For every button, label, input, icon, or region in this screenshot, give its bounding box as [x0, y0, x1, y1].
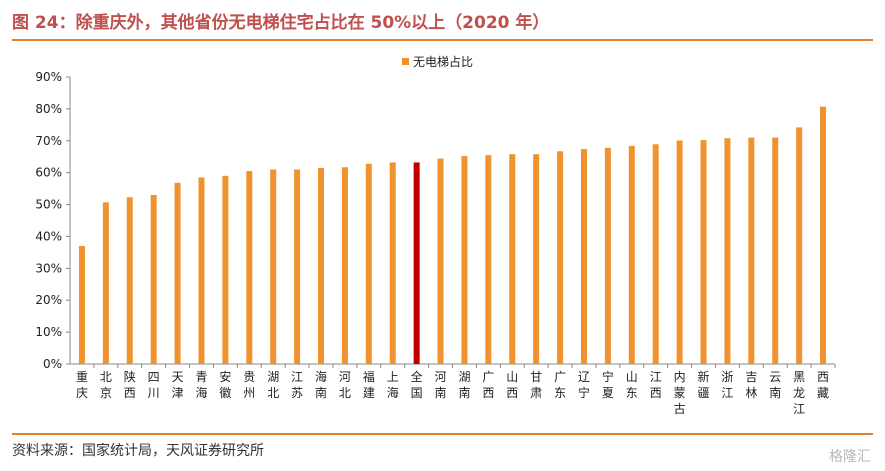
y-axis: 0% 10% 20% 30% 40% 50% 60% 70% 80% 90% [35, 70, 835, 371]
bar [413, 162, 420, 364]
bar [294, 169, 301, 364]
bar [580, 149, 587, 364]
x-tick-label: 河北 [339, 370, 351, 400]
bar [150, 194, 157, 364]
bar [724, 138, 731, 364]
bar [198, 177, 205, 364]
bar-chart: 0% 10% 20% 30% 40% 50% 60% 70% 80% 90% 重庆北京陕西四川天津… [35, 54, 836, 416]
bar [102, 202, 109, 364]
x-tick-label: 宁夏 [602, 369, 614, 400]
bar [485, 155, 492, 364]
x-tick-label: 青海 [195, 370, 207, 400]
bar [461, 156, 468, 364]
bar [604, 147, 611, 364]
bar [676, 140, 683, 364]
y-tick-label: 40% [35, 229, 62, 243]
x-tick-label: 海南 [315, 369, 327, 400]
y-tick-label: 30% [35, 261, 62, 275]
x-tick-label: 天津 [172, 370, 184, 400]
x-tick-label: 河南 [435, 370, 447, 400]
y-tick-label: 70% [35, 134, 62, 148]
bar [557, 151, 564, 364]
x-tick-label: 广东 [554, 370, 566, 400]
y-tick-label: 80% [35, 102, 62, 116]
x-tick-label: 西藏 [817, 370, 829, 400]
bar [796, 127, 803, 364]
y-tick-label: 50% [35, 198, 62, 212]
x-tick-label: 四川 [148, 370, 160, 400]
x-tick-label: 陕西 [124, 369, 136, 400]
watermark: 格隆汇 [829, 449, 871, 465]
x-tick-label: 辽宁 [578, 370, 590, 400]
bar [365, 163, 372, 364]
y-tick-label: 90% [35, 70, 62, 84]
y-tick-label: 0% [43, 357, 62, 371]
y-tick-label: 20% [35, 293, 62, 307]
x-tick-label: 福建 [363, 369, 375, 400]
x-tick-label: 广西 [482, 370, 494, 400]
bar [772, 137, 779, 364]
bar [509, 154, 516, 364]
x-tick-label: 吉林 [745, 370, 757, 400]
bar [246, 171, 253, 364]
x-tick-label: 内蒙古 [674, 370, 686, 416]
x-tick-label: 湖北 [267, 369, 279, 400]
bar [341, 167, 348, 364]
legend: 无电梯占比 [402, 54, 473, 69]
bar [174, 182, 181, 364]
bar [652, 144, 659, 364]
x-tick-label: 江西 [650, 370, 662, 400]
x-tick-label: 湖南 [458, 369, 470, 400]
x-tick-label: 新疆 [698, 369, 710, 400]
bar [437, 158, 444, 364]
x-tick-label: 江苏 [291, 370, 303, 400]
y-tick-label: 60% [35, 166, 62, 180]
bar [389, 162, 396, 364]
x-tick-label: 上海 [387, 370, 399, 400]
bar [628, 145, 635, 364]
x-tick-label: 山西 [506, 370, 518, 400]
bar [222, 175, 229, 364]
title-divider [12, 39, 873, 41]
x-tick-label: 山东 [626, 370, 638, 400]
x-tick-label: 重庆 [76, 370, 88, 400]
x-axis-labels: 重庆北京陕西四川天津青海安徽贵州湖北江苏海南河北福建上海全国河南湖南广西山西甘肃… [76, 364, 836, 416]
source-note: 资料来源：国家统计局，天风证券研究所 [12, 443, 264, 459]
bar [318, 167, 325, 364]
bar [78, 246, 85, 364]
bar [533, 154, 540, 364]
legend-label: 无电梯占比 [413, 54, 473, 69]
x-tick-label: 云南 [769, 370, 781, 400]
bar [700, 140, 707, 364]
bars [78, 106, 827, 364]
x-tick-label: 黑龙江 [793, 370, 805, 416]
x-tick-label: 全国 [411, 369, 423, 400]
x-tick-label: 贵州 [243, 370, 255, 400]
bar [820, 106, 827, 364]
bar [270, 169, 277, 364]
bar [748, 137, 755, 364]
legend-swatch [402, 58, 409, 65]
x-tick-label: 北京 [100, 370, 112, 400]
bar [126, 197, 133, 364]
y-tick-label: 10% [35, 325, 62, 339]
source-divider [12, 433, 873, 435]
x-tick-label: 浙江 [721, 370, 733, 400]
x-tick-label: 甘肃 [530, 370, 542, 400]
chart-title: 图 24：除重庆外，其他省份无电梯住宅占比在 50%以上（2020 年） [12, 13, 550, 33]
x-tick-label: 安徽 [219, 369, 231, 400]
